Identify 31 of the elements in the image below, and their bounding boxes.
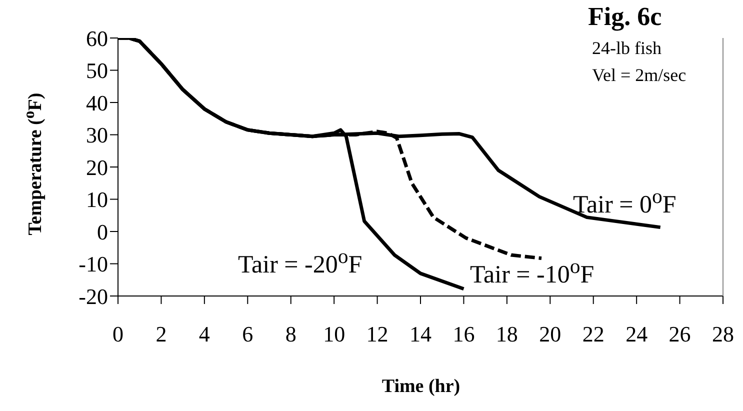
- y-tick-label: 40: [86, 90, 108, 116]
- annotation: Tair = -20$^{o}$F: [238, 244, 362, 280]
- x-tick-label: 16: [452, 322, 475, 347]
- x-axis-title: Time (hr): [380, 376, 462, 398]
- x-tick-label: 20: [539, 322, 562, 347]
- y-tick-label: 30: [86, 122, 108, 148]
- y-tick-label: -10: [78, 252, 108, 277]
- x-tick-label: 18: [496, 322, 518, 347]
- annotation: Tair = -10$^{o}$F: [470, 254, 594, 290]
- y-tick-label: -20: [78, 284, 108, 309]
- y-tick-label: 20: [86, 154, 108, 180]
- y-tick-label: 10: [86, 187, 108, 212]
- x-tick-label: 6: [242, 322, 254, 347]
- annotation: Tair = 0$^{o}$F: [573, 184, 676, 220]
- x-tick-label: 28: [712, 322, 734, 347]
- x-tick-label: 4: [198, 322, 210, 347]
- x-tick-label: 14: [410, 322, 432, 347]
- x-tick-label: 26: [668, 322, 691, 347]
- annotation: Vel = 2m/sec: [592, 65, 686, 86]
- y-tick-label: 0: [97, 219, 108, 244]
- y-tick-label: 50: [86, 58, 108, 84]
- x-tick-label: 24: [626, 322, 648, 347]
- x-tick-label: 2: [156, 322, 167, 347]
- x-tick-label: 0: [112, 322, 124, 347]
- x-tick-label: 10: [323, 322, 346, 347]
- y-tick-label: 60: [86, 26, 108, 51]
- annotation: 24-lb fish: [592, 38, 662, 59]
- x-tick-label: 8: [285, 322, 296, 347]
- x-tick-label: 22: [582, 322, 604, 347]
- chart-title: Fig. 6c: [588, 2, 662, 32]
- x-tick-label: 12: [366, 322, 388, 347]
